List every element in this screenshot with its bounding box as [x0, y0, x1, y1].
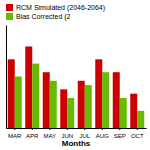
- plot: MAR APR MAY JUN JUL AUG SEP OCT: [7, 26, 147, 140]
- bars: [8, 46, 145, 128]
- legend-label: RCM Simulated (2046-2064): [16, 4, 105, 12]
- series: [15, 64, 145, 128]
- tick: OCT: [131, 128, 144, 139]
- legend-swatch: [6, 4, 13, 11]
- legend-label: Bias Corrected (2: [16, 13, 71, 21]
- tick-mark: [49, 128, 50, 130]
- bar: [60, 89, 67, 128]
- series: [8, 46, 138, 128]
- tick: AUG: [96, 128, 109, 139]
- legend: RCM Simulated (2046-2064)Bias Corrected …: [6, 4, 105, 21]
- legend-item: RCM Simulated (2046-2064): [6, 4, 105, 12]
- tick: APR: [26, 128, 39, 139]
- bar: [25, 46, 32, 128]
- bar: [67, 98, 74, 128]
- bar: [102, 72, 109, 128]
- bar: [15, 77, 22, 129]
- tick: JUN: [61, 128, 73, 139]
- tick: JUL: [79, 128, 90, 139]
- bar: [43, 72, 50, 128]
- tick-label: APR: [26, 133, 39, 139]
- tick-label: OCT: [131, 133, 144, 139]
- bar: [78, 81, 85, 128]
- tick-label: SEP: [114, 133, 126, 139]
- legend-swatch: [6, 13, 13, 20]
- tick: MAR: [8, 128, 22, 139]
- bar: [137, 111, 144, 128]
- tick-label: MAY: [43, 133, 56, 139]
- x-axis: MAR APR MAY JUN JUL AUG SEP OCT: [7, 128, 147, 139]
- tick: MAY: [43, 128, 56, 139]
- tick-label: MAR: [8, 133, 22, 139]
- bar: [130, 94, 137, 128]
- tick-label: AUG: [96, 133, 109, 139]
- bar: [113, 72, 120, 128]
- y-axis: [6, 26, 7, 129]
- tick-mark: [32, 128, 33, 130]
- bar: [95, 59, 102, 128]
- x-axis-title: Months: [62, 139, 91, 148]
- x-axis-line: [7, 128, 147, 129]
- bar: [85, 85, 92, 128]
- tick-mark: [14, 128, 15, 130]
- tick-mark: [84, 128, 85, 130]
- chart: MAR APR MAY JUN JUL AUG SEP OCT Months RCM Simula…: [0, 0, 150, 150]
- bar: [8, 59, 15, 128]
- tick-mark: [119, 128, 120, 130]
- bar: [120, 98, 127, 128]
- y-axis-line: [6, 26, 7, 129]
- legend-item: Bias Corrected (2: [6, 13, 71, 21]
- bar: [50, 81, 57, 128]
- tick-mark: [137, 128, 138, 130]
- bar: [32, 64, 39, 128]
- tick-mark: [67, 128, 68, 130]
- tick: SEP: [114, 128, 126, 139]
- tick-mark: [102, 128, 103, 130]
